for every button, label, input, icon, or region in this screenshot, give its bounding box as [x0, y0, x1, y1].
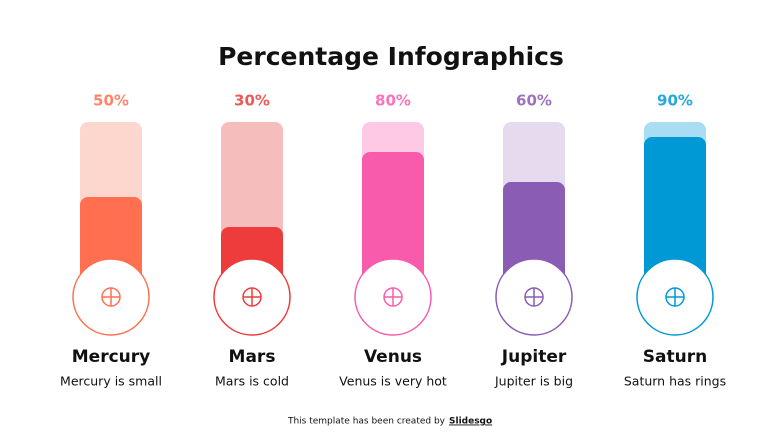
value-label: 90%	[657, 92, 693, 110]
category-name: Mercury	[72, 347, 150, 367]
category-description: Mars is cold	[215, 374, 289, 389]
category-name: Venus	[364, 347, 422, 367]
category-description: Jupiter is big	[494, 374, 573, 389]
category-description: Venus is very hot	[339, 374, 447, 389]
bar	[644, 137, 706, 297]
category-name: Jupiter	[501, 347, 567, 367]
footer-link[interactable]: Slidesgo	[449, 417, 492, 427]
value-label: 30%	[234, 92, 270, 110]
value-label: 80%	[375, 92, 411, 110]
value-label: 60%	[516, 92, 552, 110]
category-description: Saturn has rings	[624, 374, 726, 389]
category-name: Saturn	[643, 347, 707, 367]
category-name: Mars	[229, 347, 276, 367]
bar	[362, 152, 424, 297]
category-description: Mercury is small	[60, 374, 162, 389]
value-label: 50%	[93, 92, 129, 110]
footer-text: This template has been created by	[287, 417, 446, 427]
chart-title: Percentage Infographics	[218, 42, 564, 71]
